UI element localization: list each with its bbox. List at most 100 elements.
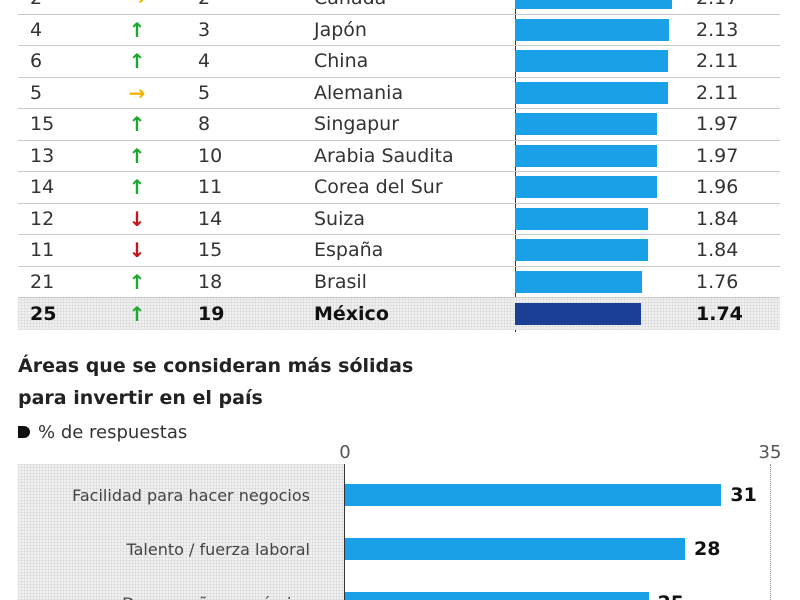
score-bar — [515, 302, 641, 325]
previous-rank: 5 — [30, 81, 43, 104]
trend-down-icon: ↓ — [128, 206, 146, 231]
table-row: 5 → 5 Alemania 2.11 — [18, 78, 780, 109]
trend-up-icon: ↑ — [128, 301, 146, 326]
country-name: Brasil — [314, 270, 367, 293]
table-row: 12 ↓ 14 Suiza 1.84 — [18, 204, 780, 235]
country-name: Arabia Saudita — [314, 144, 454, 167]
current-rank: 11 — [198, 176, 223, 199]
category-label: Talento / fuerza laboral — [126, 539, 311, 559]
score-value: 1.84 — [696, 239, 739, 262]
score-bar — [515, 176, 657, 199]
score-value: 2.11 — [696, 50, 739, 73]
trend-up-icon: ↑ — [128, 269, 146, 294]
score-bar-cell — [515, 46, 690, 77]
table-row: 11 ↓ 15 España 1.84 — [18, 235, 780, 267]
country-name: Canadá — [314, 0, 386, 14]
table-row: 21 ↑ 18 Brasil 1.76 — [18, 267, 780, 298]
table-row: 4 ↑ 3 Japón 2.13 — [18, 15, 780, 46]
current-rank: 8 — [198, 113, 211, 136]
legend-label: % de respuestas — [38, 421, 188, 443]
score-value: 2.17 — [696, 0, 738, 14]
trend-up-icon: ↑ — [128, 112, 146, 137]
country-name: Singapur — [314, 113, 399, 136]
current-rank: 3 — [198, 18, 211, 41]
current-rank: 2 — [198, 0, 210, 14]
current-rank: 19 — [198, 302, 225, 325]
score-bar — [515, 81, 668, 104]
country-name: Suiza — [314, 207, 365, 230]
current-rank: 4 — [198, 50, 211, 73]
areas-title-line2: para invertir en el país — [18, 387, 263, 409]
score-bar-cell — [515, 15, 690, 46]
country-name: Corea del Sur — [314, 176, 443, 199]
previous-rank: 14 — [30, 176, 55, 199]
current-rank: 5 — [198, 81, 211, 104]
score-bar-cell — [515, 235, 690, 266]
score-value: 1.97 — [696, 144, 739, 167]
country-name: China — [314, 50, 369, 73]
table-row: 2 → 2 Canadá 2.17 — [18, 0, 780, 15]
previous-rank: 12 — [30, 207, 55, 230]
trend-up-icon: ↑ — [128, 49, 146, 74]
areas-title-line1: Áreas que se consideran más sólidas — [18, 355, 414, 377]
score-bar-cell — [515, 204, 690, 235]
current-rank: 10 — [198, 144, 223, 167]
score-bar — [515, 270, 643, 293]
country-name: Alemania — [314, 81, 404, 104]
current-rank: 18 — [198, 270, 223, 293]
score-bar — [515, 0, 672, 10]
trend-up-icon: ↑ — [128, 175, 146, 200]
areas-title: Áreas que se consideran más sólidas para… — [18, 350, 438, 414]
score-bar-cell — [515, 78, 690, 109]
trend-flat-icon: → — [128, 0, 146, 14]
trend-up-icon: ↑ — [128, 143, 146, 168]
table-row: 25 ↑ 19 México 1.74 — [18, 298, 780, 330]
score-bar-cell — [515, 298, 690, 330]
table-row: 13 ↑ 10 Arabia Saudita 1.97 — [18, 141, 780, 172]
previous-rank: 15 — [30, 113, 55, 136]
score-bar — [515, 18, 670, 41]
score-bar-cell — [515, 172, 690, 203]
score-bar — [515, 113, 658, 136]
category-label: Desempeño económico — [122, 592, 310, 600]
score-bar — [515, 50, 668, 73]
score-value: 2.11 — [696, 81, 739, 104]
country-name: Japón — [314, 18, 367, 41]
label-panel — [18, 464, 344, 600]
data-bar — [345, 538, 685, 560]
score-value: 1.96 — [696, 176, 739, 199]
score-bar — [515, 239, 649, 262]
score-value: 1.97 — [696, 113, 739, 136]
x-gridline — [770, 464, 771, 600]
trend-flat-icon: → — [128, 80, 146, 105]
score-bar-cell — [515, 0, 690, 14]
previous-rank: 2 — [30, 0, 42, 14]
data-bar — [345, 484, 722, 506]
x-axis-baseline — [344, 464, 345, 600]
score-value: 2.13 — [696, 18, 739, 41]
legend-swatch-icon — [18, 426, 30, 438]
country-name: España — [314, 239, 384, 262]
score-bar-cell — [515, 141, 690, 172]
previous-rank: 21 — [30, 270, 55, 293]
x-tick-label: 35 — [758, 442, 782, 463]
score-value: 1.84 — [696, 207, 739, 230]
previous-rank: 6 — [30, 50, 43, 73]
legend: % de respuestas — [18, 420, 187, 444]
category-label: Facilidad para hacer negocios — [72, 485, 310, 505]
score-bar — [515, 144, 658, 167]
current-rank: 15 — [198, 239, 223, 262]
x-tick-label: 0 — [339, 442, 351, 463]
areas-bar-chart: 0 35 Facilidad para hacer negocios 31 Talent… — [0, 440, 800, 600]
trend-down-icon: ↓ — [128, 238, 146, 263]
ranking-table: 2→2Canadá2.174↑3Japón2.136↑4China2.115→5… — [18, 0, 780, 332]
current-rank: 14 — [198, 207, 223, 230]
table-row: 6 ↑ 4 China 2.11 — [18, 46, 780, 78]
previous-rank: 11 — [30, 239, 55, 262]
previous-rank: 25 — [30, 302, 57, 325]
table-row: 15 ↑ 8 Singapur 1.97 — [18, 109, 780, 141]
table-row: 14 ↑ 11 Corea del Sur 1.96 — [18, 172, 780, 204]
score-bar-cell — [515, 267, 690, 298]
data-bar — [345, 592, 649, 600]
score-value: 1.76 — [696, 270, 739, 293]
